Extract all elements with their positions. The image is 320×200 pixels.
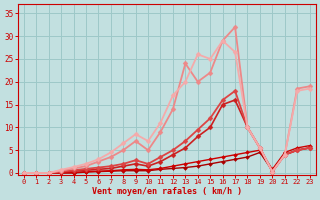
X-axis label: Vent moyen/en rafales ( km/h ): Vent moyen/en rafales ( km/h ) xyxy=(92,187,242,196)
